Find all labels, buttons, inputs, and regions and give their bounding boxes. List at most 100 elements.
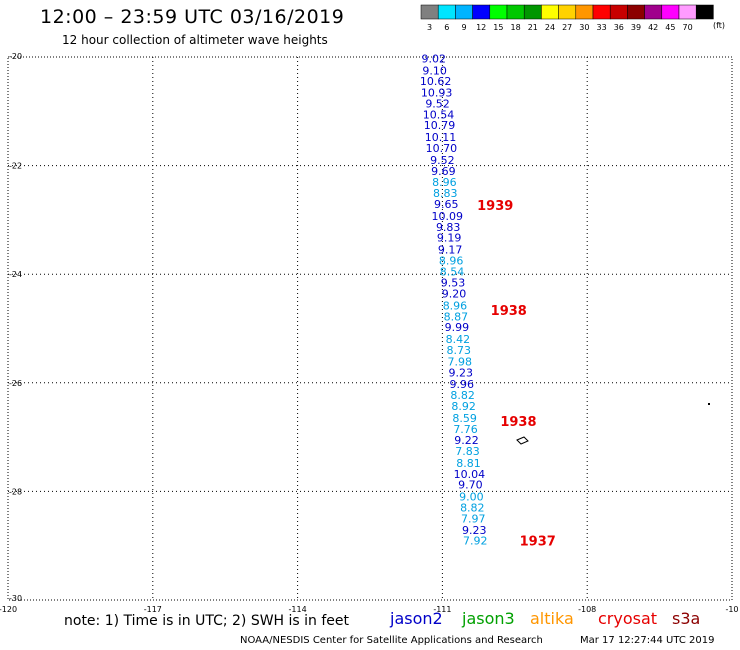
legend-swatch xyxy=(558,4,577,20)
map-grid xyxy=(7,56,733,601)
legend-label: 12 xyxy=(476,23,486,32)
legend-swatch xyxy=(523,4,542,20)
y-tick-label: -22 xyxy=(9,162,22,171)
swh-value: 10.54 xyxy=(423,108,455,121)
legend-label: 70 xyxy=(683,23,693,32)
generated-timestamp: Mar 17 12:27:44 UTC 2019 xyxy=(580,635,715,646)
legend-swatch xyxy=(609,4,628,20)
map-features xyxy=(516,403,710,445)
swh-value: 8.54 xyxy=(440,265,465,278)
legend-label: 3 xyxy=(427,23,432,32)
legend-label: 18 xyxy=(511,23,521,32)
y-tick-label: -30 xyxy=(9,594,22,603)
legend-label: 15 xyxy=(493,23,503,32)
swh-value: 9.10 xyxy=(422,64,447,77)
legend-label: 33 xyxy=(597,23,607,32)
swh-value: 7.76 xyxy=(453,423,478,436)
legend-swatch xyxy=(678,4,697,20)
legend-swatch xyxy=(627,4,645,20)
legend-label: 21 xyxy=(528,23,538,32)
y-tick-label: -24 xyxy=(9,270,22,279)
legend-swatch xyxy=(489,4,508,20)
x-tick-label: -117 xyxy=(144,605,162,614)
swh-value: 9.23 xyxy=(448,366,473,379)
time-labels: 1939 1938 1938 1937 xyxy=(477,199,556,550)
legend-swatch xyxy=(472,4,491,20)
swh-value: 9.19 xyxy=(437,232,462,245)
chart-subtitle: 12 hour collection of altimeter wave hei… xyxy=(62,33,328,47)
satellite-altika: altika xyxy=(530,609,574,628)
legend-label: 9 xyxy=(461,23,466,32)
legend-label: 6 xyxy=(444,23,449,32)
swh-value: 9.69 xyxy=(431,165,456,178)
swh-value: 8.96 xyxy=(439,254,464,267)
pass-time-label: 1938 xyxy=(500,415,536,430)
plot-frame xyxy=(7,56,733,601)
pass-time-label: 1938 xyxy=(491,304,527,319)
swh-value: 8.59 xyxy=(452,412,477,425)
legend-label: 27 xyxy=(562,23,572,32)
note-text: note: 1) Time is in UTC; 2) SWH is in fe… xyxy=(64,613,350,629)
footer-credit: NOAA/NESDIS Center for Satellite Applica… xyxy=(240,635,543,646)
x-tick-label: -120 xyxy=(0,605,17,614)
legend-label: 45 xyxy=(665,23,675,32)
legend-swatch xyxy=(695,4,714,20)
swh-value: 9.83 xyxy=(436,221,461,234)
x-tick-label: -111 xyxy=(433,605,451,614)
satellite-jason2: jason2 xyxy=(390,609,443,628)
swh-value: 8.42 xyxy=(446,333,471,346)
swh-value: 10.11 xyxy=(425,131,457,144)
swh-value: 10.93 xyxy=(421,87,453,100)
legend-swatch xyxy=(541,4,559,20)
legend-swatch xyxy=(661,4,680,20)
swh-value: 9.00 xyxy=(459,491,484,504)
legend-swatch xyxy=(420,4,439,20)
swh-value: 9.70 xyxy=(458,479,483,492)
swh-value: 7.97 xyxy=(461,512,486,525)
swh-value: 9.53 xyxy=(441,277,466,290)
legend-swatch xyxy=(506,4,525,20)
swh-value: 10.04 xyxy=(454,468,486,481)
color-legend: 3 6 9 12 15 18 21 24 27 30 33 36 39 42 45 70 xyxy=(420,4,714,32)
swh-value: 10.62 xyxy=(420,75,452,88)
swh-value: 9.23 xyxy=(462,524,487,537)
swh-value: 9.22 xyxy=(454,434,479,447)
swh-value: 10.79 xyxy=(424,119,456,132)
axis-labels: -117 -114 -111 -108 -22 -24 -26 -28 -20 -30 -120 -1… xyxy=(0,52,739,614)
legend-label: 30 xyxy=(579,23,589,32)
swh-value: 8.73 xyxy=(447,344,472,357)
y-tick-label: -28 xyxy=(9,487,22,496)
swh-value: 9.52 xyxy=(425,97,450,110)
swh-readings: 9.029.1010.6210.939.5210.5410.7910.1110.… xyxy=(420,52,488,547)
swh-value: 9.65 xyxy=(434,198,459,211)
swh-value: 9.17 xyxy=(438,244,463,257)
swh-value: 9.20 xyxy=(442,288,467,301)
swh-value: 9.02 xyxy=(421,52,446,65)
swh-value: 7.83 xyxy=(455,445,480,458)
swh-value: 8.92 xyxy=(451,400,476,413)
legend-units: (ft) xyxy=(713,21,726,30)
legend-label: 36 xyxy=(614,23,624,32)
y-tick-label: -26 xyxy=(9,379,22,388)
y-tick-label: -20 xyxy=(9,52,22,61)
pass-time-label: 1937 xyxy=(520,535,556,550)
swh-value: 7.98 xyxy=(448,355,473,368)
swh-value: 9.52 xyxy=(430,154,455,167)
swh-value: 7.92 xyxy=(463,535,488,548)
swh-value: 9.99 xyxy=(445,321,470,334)
legend-swatch xyxy=(592,4,611,20)
swh-value: 8.87 xyxy=(444,310,469,323)
swh-value: 8.96 xyxy=(432,176,457,189)
satellite-cryosat: cryosat xyxy=(598,609,658,628)
swh-value: 8.82 xyxy=(460,501,485,514)
x-tick-label: -114 xyxy=(289,605,307,614)
legend-swatch xyxy=(644,4,663,20)
legend-label: 39 xyxy=(631,23,641,32)
swh-value: 9.96 xyxy=(449,378,474,391)
swh-value: 8.96 xyxy=(443,299,468,312)
x-tick-label: -108 xyxy=(578,605,596,614)
swh-value: 10.09 xyxy=(431,210,463,223)
swh-value: 10.70 xyxy=(426,142,458,155)
island-outline xyxy=(516,436,529,445)
